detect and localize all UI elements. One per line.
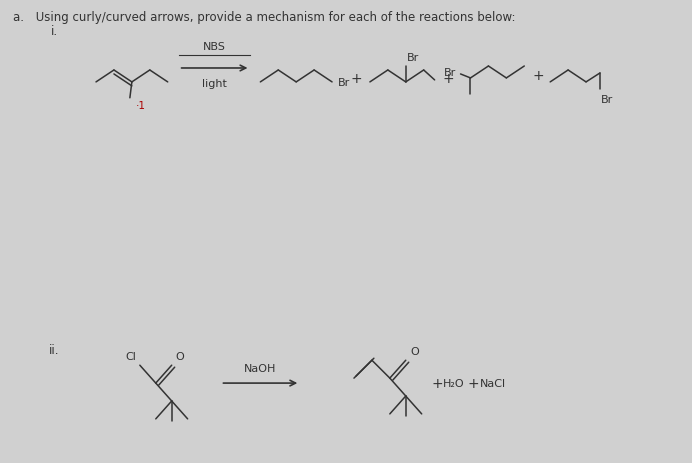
Text: a. Using curly/curved arrows, provide a mechanism for each of the reactions belo: a. Using curly/curved arrows, provide a …	[13, 11, 516, 24]
Text: O: O	[176, 351, 185, 362]
Text: +: +	[350, 72, 362, 86]
Text: Br: Br	[338, 78, 350, 88]
Text: Br: Br	[601, 94, 613, 105]
Text: Cl: Cl	[125, 351, 136, 362]
Text: light: light	[202, 79, 227, 89]
Text: NBS: NBS	[203, 42, 226, 52]
Text: ii.: ii.	[49, 344, 60, 357]
Text: NaCl: NaCl	[480, 378, 507, 388]
Text: i.: i.	[51, 25, 58, 38]
Text: +: +	[468, 376, 480, 390]
Text: ·1: ·1	[136, 100, 146, 111]
Text: H₂O: H₂O	[443, 378, 464, 388]
Text: +: +	[443, 72, 455, 86]
Text: Br: Br	[407, 53, 419, 63]
Text: NaOH: NaOH	[244, 363, 277, 373]
Text: O: O	[411, 346, 419, 357]
Text: +: +	[432, 376, 444, 390]
Text: Br: Br	[444, 68, 457, 78]
Text: +: +	[532, 69, 544, 83]
